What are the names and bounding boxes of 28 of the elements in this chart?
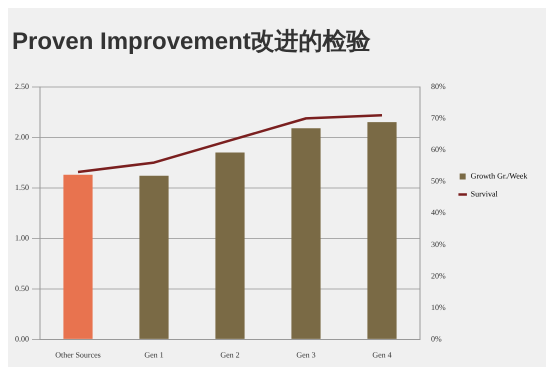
- bar: [215, 152, 245, 339]
- y2-tick-label: 10%: [431, 302, 446, 312]
- x-tick-label: Gen 3: [296, 350, 316, 360]
- y2-tick-label: 60%: [431, 145, 446, 154]
- x-tick-label: Gen 2: [220, 350, 240, 360]
- y2-tick-label: 70%: [431, 113, 446, 122]
- legend-label: Survival: [470, 190, 499, 199]
- y2-tick-label: 40%: [431, 208, 446, 218]
- y2-tick-label: 20%: [431, 271, 446, 280]
- x-tick-label: Gen 1: [144, 350, 164, 360]
- chart-title: Proven Improvement改进的检验: [12, 28, 372, 56]
- y-tick-label: 2.00: [15, 132, 29, 142]
- y-tick-label: 1.00: [15, 233, 29, 242]
- y2-tick-label: 50%: [431, 176, 446, 186]
- bar: [291, 128, 321, 339]
- y-tick-label: 0.50: [15, 284, 29, 293]
- y-tick-label: 0.00: [15, 334, 29, 344]
- y-tick-label: 2.50: [15, 82, 29, 91]
- x-tick-label: Gen 4: [372, 350, 392, 360]
- legend-label: Growth Gr./Week: [470, 172, 528, 181]
- bar: [63, 174, 93, 339]
- bar: [139, 176, 169, 339]
- y2-tick-label: 80%: [431, 82, 446, 91]
- x-tick-label: Other Sources: [55, 350, 101, 360]
- y-tick-label: 1.50: [15, 182, 29, 192]
- bar: [367, 122, 397, 339]
- y2-tick-label: 0%: [431, 334, 442, 344]
- y2-tick-label: 30%: [431, 240, 446, 249]
